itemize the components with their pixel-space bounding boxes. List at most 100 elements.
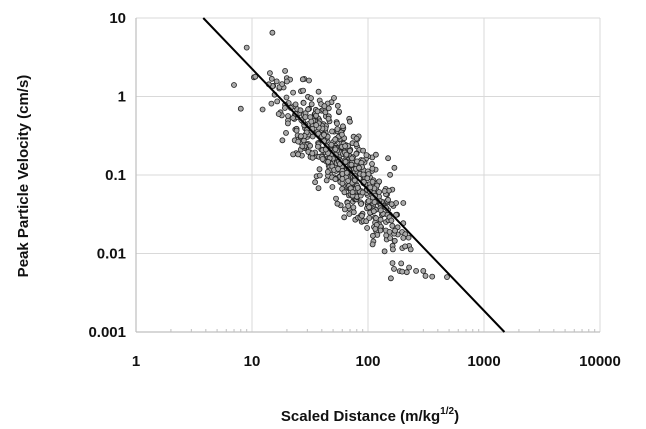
data-point	[386, 228, 393, 235]
data-point	[268, 75, 275, 82]
data-point	[252, 73, 259, 80]
data-point	[338, 131, 345, 138]
data-point	[365, 198, 372, 205]
data-point	[290, 115, 297, 121]
data-point	[350, 204, 357, 211]
data-point	[420, 267, 427, 274]
data-point	[373, 215, 379, 222]
axes	[135, 18, 600, 333]
y-tick-label: 0.001	[88, 324, 126, 341]
y-tick-label: 0.1	[105, 167, 126, 184]
data-point	[308, 95, 314, 102]
data-point	[385, 155, 392, 162]
data-point	[283, 78, 290, 85]
data-point	[358, 212, 365, 219]
data-point	[316, 172, 323, 179]
data-point	[346, 147, 353, 154]
data-point	[308, 101, 315, 108]
data-point	[334, 102, 341, 109]
data-point	[383, 232, 390, 239]
data-point	[274, 98, 281, 105]
data-point	[387, 235, 394, 242]
y-tick-label: 1	[118, 89, 126, 106]
data-point	[336, 108, 342, 115]
data-point	[370, 208, 377, 215]
data-point	[334, 120, 340, 127]
data-point	[313, 122, 320, 128]
data-point	[309, 150, 316, 157]
x-tick-label: 1	[132, 353, 140, 370]
data-point	[348, 161, 355, 168]
data-point	[300, 100, 307, 106]
data-point	[393, 211, 400, 218]
data-point	[335, 165, 342, 172]
data-point	[295, 151, 302, 158]
x-tick-label: 10	[244, 353, 261, 370]
data-point	[407, 246, 414, 253]
data-point	[283, 94, 290, 101]
data-point	[259, 106, 266, 113]
data-points	[231, 29, 450, 282]
data-point	[339, 123, 346, 130]
data-point	[353, 150, 360, 157]
data-point	[413, 267, 420, 274]
data-point	[297, 107, 304, 114]
data-point	[328, 141, 335, 148]
data-point	[314, 108, 321, 115]
data-point	[369, 241, 376, 248]
trend-line	[202, 17, 506, 333]
data-point	[297, 133, 304, 140]
data-point	[269, 29, 276, 36]
data-point	[388, 201, 395, 208]
data-point	[444, 274, 450, 281]
data-point	[377, 207, 384, 214]
data-point	[398, 260, 405, 267]
data-point	[332, 176, 339, 183]
data-point	[359, 189, 366, 196]
data-point	[275, 111, 282, 117]
data-point	[342, 158, 349, 165]
data-point	[314, 143, 321, 150]
data-point	[292, 101, 299, 108]
data-point	[358, 200, 365, 207]
data-point	[399, 268, 406, 275]
data-point	[293, 127, 300, 134]
data-point	[284, 120, 291, 127]
data-point	[339, 175, 346, 182]
data-point	[400, 234, 407, 241]
data-point	[388, 217, 395, 224]
data-point	[391, 164, 398, 171]
data-point	[391, 265, 397, 272]
data-point	[283, 129, 289, 136]
data-point	[332, 146, 339, 153]
data-point	[371, 199, 378, 206]
data-point	[299, 76, 306, 83]
data-point	[279, 81, 286, 87]
data-point	[372, 151, 379, 158]
data-point	[346, 118, 353, 125]
data-point	[312, 179, 319, 186]
data-point	[329, 184, 336, 190]
data-point	[429, 273, 436, 280]
data-point	[329, 128, 335, 135]
data-point	[349, 189, 356, 196]
data-point	[299, 143, 306, 150]
data-point	[341, 189, 348, 196]
data-point	[364, 225, 371, 231]
data-point	[366, 204, 373, 211]
data-point	[363, 152, 370, 159]
data-point	[237, 105, 244, 112]
data-point	[387, 171, 394, 178]
data-point	[334, 200, 341, 207]
y-tick-labels: 0.001 0.01 0.1 1 10	[88, 10, 126, 341]
data-point	[290, 151, 297, 158]
data-point	[273, 78, 280, 85]
data-point	[403, 269, 410, 276]
data-point	[381, 248, 388, 255]
trend-line-path	[202, 17, 506, 333]
x-tick-label: 10000	[579, 353, 621, 370]
data-point	[381, 188, 388, 194]
data-point	[356, 164, 362, 171]
data-point	[354, 184, 361, 191]
data-point	[366, 215, 373, 221]
